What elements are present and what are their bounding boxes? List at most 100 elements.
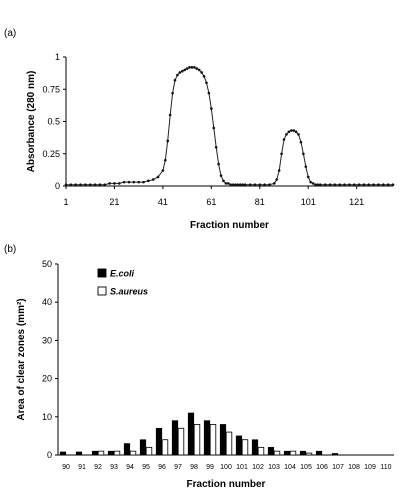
panel-a-label: (a) xyxy=(4,28,16,39)
x-tick-label: 99 xyxy=(206,464,214,471)
x-tick-label: 1 xyxy=(63,197,68,207)
data-point xyxy=(202,75,206,78)
x-tick-label: 121 xyxy=(349,197,364,207)
x-tick-label: 81 xyxy=(255,197,265,207)
data-point xyxy=(207,91,211,95)
y-tick-label: 0.75 xyxy=(42,84,60,94)
x-tick-label: 109 xyxy=(364,464,376,471)
data-point xyxy=(161,169,165,172)
x-tick-label: 90 xyxy=(62,464,70,471)
data-point xyxy=(217,162,220,166)
data-point xyxy=(219,174,223,177)
x-tick-label: 21 xyxy=(109,197,119,207)
data-point xyxy=(180,69,184,73)
bar-e-coli xyxy=(283,450,291,456)
x-tick-label: 101 xyxy=(236,464,248,471)
x-tick-label: 105 xyxy=(300,464,312,471)
data-point xyxy=(282,138,286,141)
bar-e-coli xyxy=(75,451,83,456)
x-tick-label: 93 xyxy=(110,464,118,471)
panel-b-label: (b) xyxy=(4,244,16,255)
data-point xyxy=(74,183,77,187)
data-point xyxy=(195,67,199,70)
bar-e-coli xyxy=(187,412,195,456)
bar-e-coli xyxy=(219,424,227,456)
x-tick-label: 103 xyxy=(268,464,280,471)
x-tick-label: 102 xyxy=(252,464,264,471)
y-tick-label: 0 xyxy=(55,181,60,191)
data-point xyxy=(188,66,191,69)
data-point xyxy=(64,183,68,187)
bar-s-aureus xyxy=(129,450,137,456)
bar-e-coli xyxy=(171,420,179,456)
bar-e-coli xyxy=(251,439,259,456)
bar-s-aureus xyxy=(145,446,153,456)
data-point xyxy=(214,146,218,149)
bar-s-aureus xyxy=(193,424,201,456)
data-point xyxy=(212,126,216,130)
data-point xyxy=(200,71,203,74)
y-tick-label: 30 xyxy=(42,335,52,345)
data-point xyxy=(168,113,172,117)
data-point xyxy=(151,178,155,181)
data-point xyxy=(164,158,167,162)
x-tick-label: 98 xyxy=(190,464,198,471)
data-point xyxy=(113,182,116,185)
data-point xyxy=(294,130,298,134)
data-point xyxy=(210,107,213,110)
legend-swatch xyxy=(97,268,107,278)
data-point xyxy=(176,73,179,77)
data-point xyxy=(234,183,237,187)
data-point xyxy=(292,129,295,132)
data-point xyxy=(88,183,92,187)
x-tick-label: 61 xyxy=(206,197,216,207)
data-point xyxy=(142,180,145,184)
data-point xyxy=(280,152,283,156)
data-point xyxy=(357,183,361,187)
y-tick-label: 40 xyxy=(42,297,52,307)
bar-s-aureus xyxy=(289,450,297,456)
x-tick-label: 97 xyxy=(174,464,182,471)
panel-b: (b) 0 10 20 30 40 50 90 91 92 93 94 95 96 97 98 99 100 101… xyxy=(4,244,394,490)
data-point xyxy=(98,183,102,187)
bar-e-coli xyxy=(299,450,307,456)
bar-s-aureus xyxy=(97,450,105,456)
data-point xyxy=(338,183,342,187)
data-point xyxy=(309,180,312,184)
x-tick-label: 110 xyxy=(380,464,391,471)
data-point xyxy=(108,182,111,185)
x-tick-label: 96 xyxy=(158,464,166,471)
data-point xyxy=(231,183,235,187)
bar-e-coli xyxy=(155,427,163,456)
data-point xyxy=(362,183,366,187)
y-tick-label: 0.25 xyxy=(42,149,60,159)
data-point xyxy=(348,183,351,187)
x-axis-title: Fraction number xyxy=(187,479,266,490)
bar-e-coli xyxy=(123,443,131,456)
data-point xyxy=(377,183,380,187)
data-point xyxy=(93,183,97,187)
x-tick-label: 108 xyxy=(348,464,360,471)
data-point xyxy=(132,180,136,184)
data-point xyxy=(117,182,121,185)
bar-s-aureus xyxy=(113,450,121,456)
y-tick-label: 0.5 xyxy=(47,117,60,127)
x-tick-label: 100 xyxy=(220,464,232,471)
data-point xyxy=(69,183,73,187)
data-point xyxy=(391,183,395,187)
data-point xyxy=(178,71,182,74)
bar-s-aureus xyxy=(209,424,217,456)
data-point xyxy=(263,183,266,187)
bar-s-aureus xyxy=(225,431,233,456)
data-point xyxy=(287,130,291,134)
x-tick-label: 95 xyxy=(142,464,150,471)
data-point xyxy=(183,68,186,72)
data-point xyxy=(253,183,257,187)
bar-e-coli xyxy=(91,450,99,456)
data-point xyxy=(103,183,107,187)
series-line xyxy=(66,66,393,186)
data-point xyxy=(275,178,279,181)
x-tick-label: 101 xyxy=(301,197,316,207)
bar-e-coli xyxy=(139,439,147,456)
